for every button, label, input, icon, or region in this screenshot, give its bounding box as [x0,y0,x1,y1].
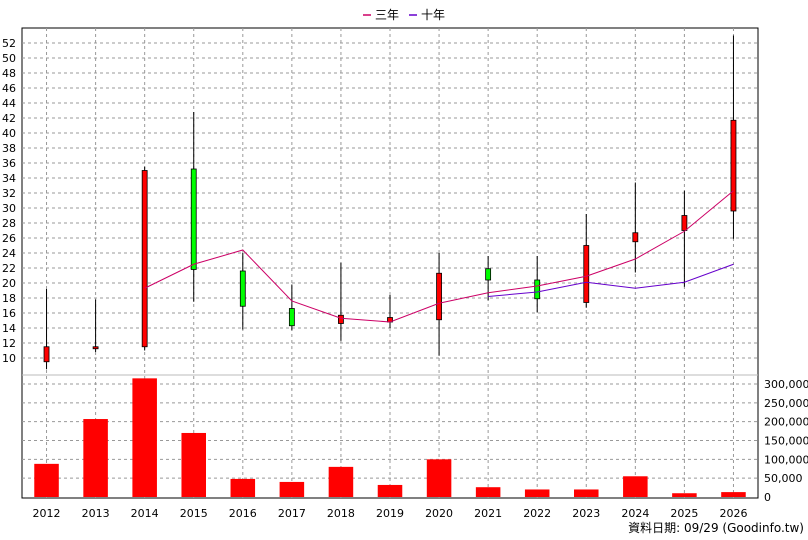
candle-body [338,314,344,324]
ma-line [144,190,734,323]
price-tick-label: 42 [2,112,16,125]
volume-axis-ticks: 0 50,000 100,000 150,000 200,000 250,000 300,0… [764,378,808,504]
volume-tick-label: 0 [764,491,771,504]
price-tick-label: 30 [2,202,16,215]
price-tick-label: 44 [2,97,16,110]
x-tick-label: 2018 [327,507,355,520]
candle-body [288,308,295,327]
x-tick-label: 2022 [523,507,551,520]
x-tick-label: 2014 [131,507,159,520]
candle-body [436,272,442,321]
x-tick-label: 2026 [719,507,747,520]
candle-body [730,119,737,212]
candle-body [92,346,99,350]
volume-bar [230,478,256,497]
x-tick-label: 2012 [33,507,61,520]
price-tick-label: 40 [2,127,16,140]
x-tick-label: 2019 [376,507,404,520]
price-tick-label: 12 [2,337,16,350]
price-tick-label: 50 [2,52,16,65]
price-tick-label: 32 [2,187,16,200]
volume-tick-label: 100,000 [764,453,808,466]
volume-bar [377,484,403,497]
price-tick-label: 14 [2,322,16,335]
volume-tick-label: 150,000 [764,435,808,448]
volume-bar [328,466,354,497]
x-tick-label: 2024 [621,507,649,520]
candle-body [141,170,148,348]
candle-body [583,245,590,303]
x-tick-label: 2017 [278,507,306,520]
price-tick-label: 52 [2,37,16,50]
volume-bars [34,378,746,497]
volume-bar [574,489,599,497]
candle-body [190,168,197,270]
x-tick-label: 2020 [425,507,453,520]
volume-bar [34,463,59,497]
volume-bar [672,493,697,497]
price-tick-label: 26 [2,232,16,245]
candles [43,35,737,370]
price-tick-label: 34 [2,172,16,185]
price-tick-label: 20 [2,277,16,290]
candle-body [632,232,639,243]
volume-bar [426,459,452,497]
candle-body [681,215,688,231]
x-tick-label: 2015 [180,507,208,520]
candle-body [534,279,541,300]
price-axis-ticks: 10 12 14 16 18 20 22 24 26 28 30 32 34 36 38 40 42 44 46 48… [2,37,16,365]
volume-bar [181,432,206,497]
x-axis-ticks: 2012 2013 2014 2015 2016 2017 2018 2019 2020 2021… [33,507,748,520]
candle-body [43,346,50,363]
price-tick-label: 22 [2,262,16,275]
legend-label: 三年 [375,8,399,22]
volume-bar [132,378,157,497]
moving-average-lines [144,190,734,323]
footer-date: 資料日期: 09/29 (Goodinfo.tw) [628,521,804,535]
price-tick-label: 48 [2,67,16,80]
price-tick-label: 46 [2,82,16,95]
price-tick-label: 24 [2,247,16,260]
price-tick-label: 38 [2,142,16,155]
volume-bar [83,419,108,497]
price-tick-label: 10 [2,352,16,365]
candle-body [485,268,492,281]
x-tick-label: 2016 [229,507,257,520]
candle-body [239,270,246,307]
volume-bar [524,489,550,497]
volume-tick-label: 300,000 [764,378,808,391]
price-tick-label: 16 [2,307,16,320]
volume-tick-label: 200,000 [764,416,808,429]
x-tick-label: 2021 [474,507,502,520]
legend-label: 十年 [421,8,445,22]
volume-bar [721,492,746,497]
volume-tick-label: 250,000 [764,397,808,410]
price-tick-label: 36 [2,157,16,170]
x-tick-label: 2013 [82,507,110,520]
price-tick-label: 18 [2,292,16,305]
volume-bar [279,481,305,497]
volume-bar [475,487,501,497]
volume-bar [623,476,648,497]
volume-tick-label: 50,000 [764,472,803,485]
ma-line [488,263,734,297]
price-tick-label: 28 [2,217,16,230]
legend: 三年 十年 [363,8,445,22]
x-tick-label: 2023 [572,507,600,520]
x-tick-label: 2025 [670,507,698,520]
